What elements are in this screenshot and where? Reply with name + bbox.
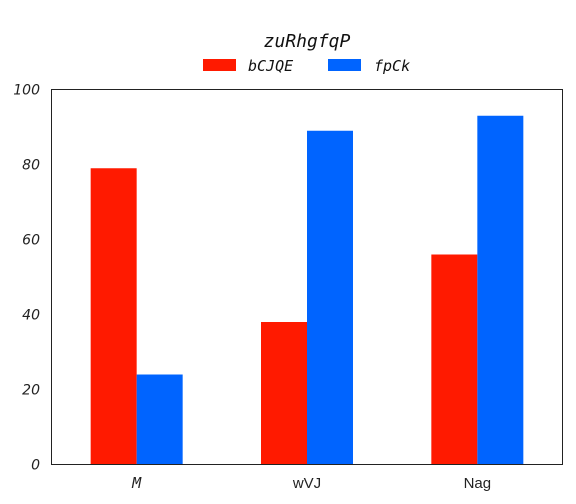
bar-bCJQE-wVJ — [261, 322, 307, 465]
y-tick-label: 20 — [22, 383, 40, 399]
x-tick-label: wVJ — [292, 475, 321, 492]
bar-fpCk-M — [136, 374, 183, 465]
bars-group — [90, 115, 524, 465]
legend: bCJQE fpCk — [203, 57, 410, 75]
legend-swatch-fpCk — [328, 59, 361, 71]
y-tick-label: 60 — [22, 233, 40, 249]
chart-title: zuRhgfqP — [264, 31, 351, 52]
y-tick-label: 40 — [22, 308, 40, 324]
plot-frame — [51, 89, 563, 465]
bar-fpCk-wVJ — [307, 130, 353, 465]
legend-label-fpCk: fpCk — [374, 57, 410, 75]
y-tick-label: 0 — [31, 458, 40, 474]
bar-bCJQE-Nag — [431, 254, 478, 465]
legend-swatch-bCJQE — [203, 59, 236, 71]
bar-bCJQE-M — [90, 168, 137, 465]
x-tick-label: M — [131, 474, 142, 492]
x-tick-label: Nag — [464, 475, 492, 492]
y-tick-label: 80 — [22, 158, 40, 174]
y-tick-label: 100 — [13, 83, 40, 99]
legend-label-bCJQE: bCJQE — [248, 57, 293, 75]
y-axis-ticks: 0 20 40 60 80 100 — [13, 83, 40, 474]
bar-fpCk-Nag — [477, 115, 524, 465]
